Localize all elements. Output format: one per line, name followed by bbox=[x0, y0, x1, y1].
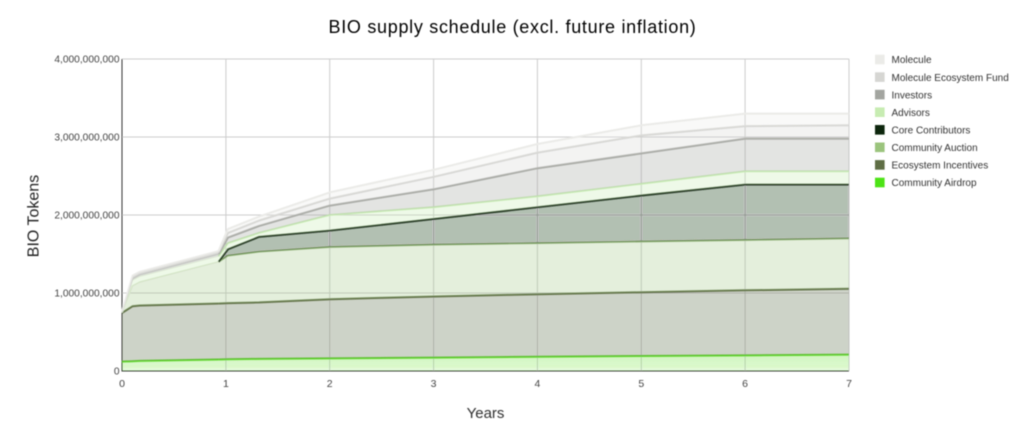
svg-text:0: 0 bbox=[119, 378, 125, 390]
svg-text:Molecule: Molecule bbox=[892, 55, 932, 66]
svg-text:BIO supply schedule (excl. fut: BIO supply schedule (excl. future inflat… bbox=[329, 17, 697, 37]
svg-text:4,000,000,000: 4,000,000,000 bbox=[54, 55, 119, 66]
svg-text:2: 2 bbox=[327, 378, 333, 390]
svg-text:6: 6 bbox=[742, 378, 748, 390]
svg-text:4: 4 bbox=[534, 378, 540, 390]
svg-text:3,000,000,000: 3,000,000,000 bbox=[54, 133, 119, 144]
svg-text:1,000,000,000: 1,000,000,000 bbox=[54, 289, 119, 300]
svg-text:1: 1 bbox=[223, 378, 229, 390]
svg-text:Community Airdrop: Community Airdrop bbox=[892, 178, 977, 189]
svg-text:Investors: Investors bbox=[892, 90, 933, 101]
svg-text:7: 7 bbox=[846, 378, 852, 390]
svg-text:BIO Tokens: BIO Tokens bbox=[26, 175, 43, 257]
svg-text:Community Auction: Community Auction bbox=[892, 143, 978, 154]
svg-text:Molecule Ecosystem Fund: Molecule Ecosystem Fund bbox=[892, 73, 1009, 84]
svg-text:Advisors: Advisors bbox=[892, 108, 930, 119]
svg-text:2,000,000,000: 2,000,000,000 bbox=[54, 211, 119, 222]
svg-text:0: 0 bbox=[114, 367, 120, 378]
svg-text:3: 3 bbox=[431, 378, 437, 390]
svg-text:Core Contributors: Core Contributors bbox=[892, 126, 971, 137]
svg-text:5: 5 bbox=[638, 378, 644, 390]
svg-text:Years: Years bbox=[467, 405, 505, 422]
svg-text:Ecosystem Incentives: Ecosystem Incentives bbox=[892, 161, 989, 172]
